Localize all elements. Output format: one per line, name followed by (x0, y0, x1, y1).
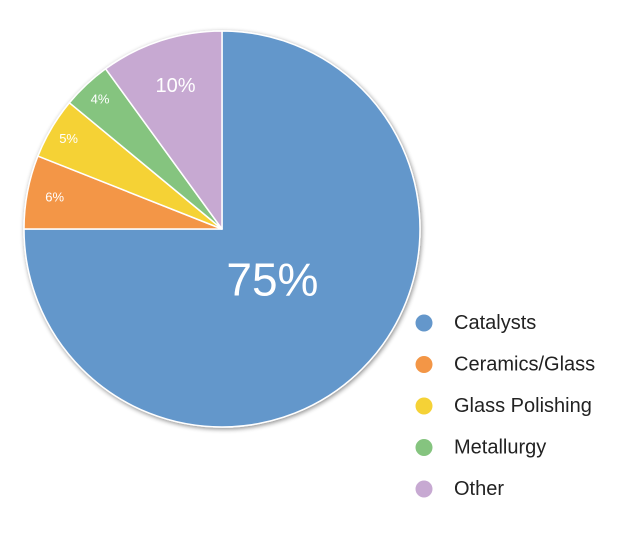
slice-label-catalysts: 75% (226, 253, 318, 305)
pie-slices (23, 30, 421, 428)
legend-label-glass-polishing: Glass Polishing (454, 395, 592, 417)
legend-swatch-metallurgy (415, 439, 433, 456)
legend-swatch-other (415, 480, 433, 498)
pie-slice-labels: 75% 6% 5% 4% 10% (45, 75, 318, 305)
legend: Catalysts Ceramics/Glass Glass Polishing Me… (415, 312, 595, 500)
legend-swatch-catalysts (415, 314, 433, 332)
pie-slice-catalysts (23, 30, 421, 428)
legend-swatch-glass-polishing (415, 397, 433, 415)
legend-label-metallurgy: Metallurgy (454, 437, 546, 459)
slice-label-glass-polishing: 5% (59, 131, 78, 146)
slice-label-other: 10% (155, 75, 195, 97)
legend-label-ceramics-glass: Ceramics/Glass (454, 354, 595, 376)
pie-slice-other (104, 30, 223, 230)
legend-label-catalysts: Catalysts (454, 312, 536, 334)
slice-label-metallurgy: 4% (91, 92, 110, 107)
legend-label-other: Other (454, 478, 504, 500)
slice-label-ceramics-glass: 6% (45, 190, 64, 205)
legend-swatch-ceramics-glass (415, 356, 433, 373)
